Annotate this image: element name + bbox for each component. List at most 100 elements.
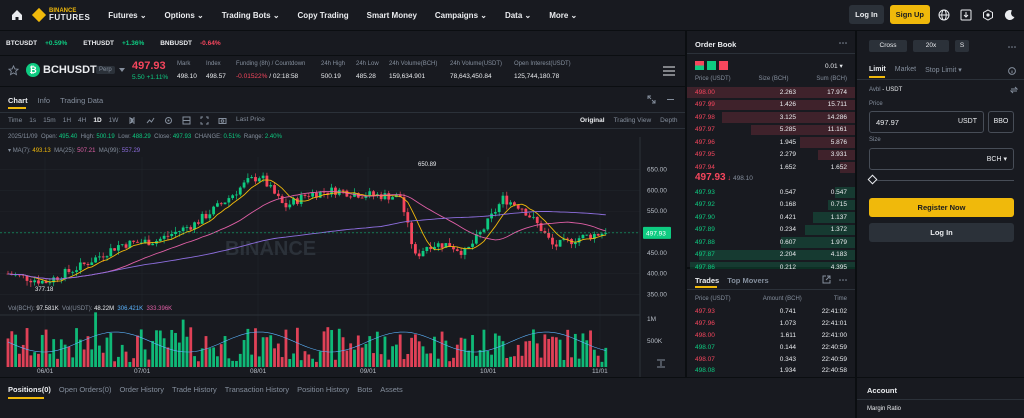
order-book-row[interactable]: 497.96 1.945 5.876 [687, 136, 855, 149]
bottom-tab-tradehistory[interactable]: Trade History [172, 385, 217, 394]
order-book-row[interactable]: 497.88 0.607 1.979 [687, 236, 855, 249]
bottom-tab-assets[interactable]: Assets [380, 385, 403, 394]
globe-icon[interactable] [936, 7, 952, 23]
bids-view-icon[interactable] [707, 61, 716, 70]
asks-view-icon[interactable] [719, 61, 728, 70]
more-icon[interactable] [666, 95, 675, 104]
star-icon[interactable] [8, 65, 19, 76]
position-mode-button[interactable]: S [955, 40, 969, 52]
margin-mode-button[interactable]: Cross [869, 40, 907, 52]
more-icon[interactable] [839, 41, 847, 45]
order-book-row[interactable]: 497.92 0.168 0.715 [687, 199, 855, 212]
nav-item-smart-money[interactable]: Smart Money [366, 10, 417, 20]
chart-tab-trading-data[interactable]: Trading Data [60, 96, 104, 105]
candlestick-chart[interactable]: 650.00600.00550.00500.00450.00400.00350.… [0, 137, 685, 377]
info-icon[interactable] [1008, 67, 1016, 75]
order-book-row[interactable]: 497.86 0.212 4.395 [687, 261, 855, 274]
nav-item-options[interactable]: Options ⌄ [164, 10, 204, 20]
candle-body [509, 202, 513, 205]
both-view-icon[interactable] [695, 61, 704, 70]
order-book-row[interactable]: 497.87 2.204 4.183 [687, 249, 855, 262]
order-type-market[interactable]: Market [894, 66, 917, 73]
nav-item-more[interactable]: More ⌄ [549, 10, 578, 20]
size-slider[interactable] [867, 174, 1014, 185]
order-book-row[interactable]: 497.90 0.421 1.137 [687, 211, 855, 224]
transfer-icon[interactable] [1010, 86, 1018, 94]
interval-15m[interactable]: 15m [43, 117, 56, 124]
home-icon[interactable] [10, 8, 24, 22]
binance-futures-logo[interactable]: BINANCE FUTURES [31, 7, 90, 23]
layout-icon[interactable] [182, 116, 191, 125]
settings-icon[interactable] [980, 7, 996, 23]
leverage-button[interactable]: 20x [913, 40, 949, 52]
interval-4h[interactable]: 4H [78, 117, 87, 124]
ticker-item[interactable]: ETHUSDT +1.36% [83, 40, 152, 47]
slider-handle[interactable] [867, 174, 878, 185]
bottom-tab-bots[interactable]: Bots [357, 385, 373, 394]
signup-button[interactable]: Sign Up [889, 5, 930, 24]
candle-type-icon[interactable] [128, 116, 137, 125]
trades-tab-top-movers[interactable]: Top Movers [727, 276, 769, 285]
order-type-limit[interactable]: Limit [869, 66, 886, 73]
menu-icon[interactable] [663, 66, 675, 76]
order-type-stop-limit[interactable]: Stop Limit ▾ [925, 67, 962, 74]
nav-item-copy-trading[interactable]: Copy Trading [297, 10, 349, 20]
interval-1s[interactable]: 1s [29, 117, 37, 124]
chart-tab-chart[interactable]: Chart [8, 96, 28, 105]
interval-1w[interactable]: 1W [108, 117, 119, 124]
interval-time[interactable]: Time [8, 117, 23, 124]
order-book-row[interactable]: 497.95 2.279 3.931 [687, 149, 855, 162]
nav-item-trading-bots[interactable]: Trading Bots ⌄ [221, 10, 280, 20]
login-button-order[interactable]: Log In [869, 223, 1014, 242]
chevron-down-icon[interactable] [119, 68, 125, 72]
price-type-select[interactable]: Last Price [236, 116, 265, 123]
bottom-tab-openorders[interactable]: Open Orders(0) [58, 385, 112, 394]
bottom-tab-positions[interactable]: Positions(0) [8, 385, 51, 394]
order-book-row[interactable]: 498.00 2.263 17.974 [687, 86, 855, 99]
register-button[interactable]: Register Now [869, 198, 1014, 217]
bbo-button[interactable]: BBO [988, 111, 1014, 133]
volume-bar [52, 339, 56, 367]
popout-icon[interactable] [822, 275, 831, 284]
indicators-icon[interactable] [146, 116, 155, 125]
interval-1h[interactable]: 1H [62, 117, 72, 124]
view-depth[interactable]: Depth [660, 117, 678, 124]
tick-size-select[interactable]: 0.01 ▾ [825, 63, 843, 70]
chart-settings-icon[interactable] [164, 116, 173, 125]
size-input[interactable]: BCH ▾ [869, 148, 1014, 170]
download-icon[interactable] [958, 7, 974, 23]
more-icon[interactable] [839, 278, 847, 282]
view-trading-view[interactable]: Trading View [613, 117, 652, 124]
fullscreen-icon[interactable] [200, 116, 209, 125]
nav-item-campaigns[interactable]: Campaigns ⌄ [434, 10, 487, 20]
nav-item-futures[interactable]: Futures ⌄ [108, 10, 147, 20]
bottom-tab-positionhistory[interactable]: Position History [297, 385, 350, 394]
order-book-row[interactable]: 497.99 1.426 15.711 [687, 99, 855, 112]
order-book-row[interactable]: 497.93 0.547 0.547 [687, 186, 855, 199]
order-book-row[interactable]: 497.89 0.234 1.372 [687, 224, 855, 237]
chart-tab-info[interactable]: Info [37, 96, 51, 105]
trade-row: 498.00 1.611 22:41:00 [687, 330, 855, 342]
camera-icon[interactable] [218, 116, 227, 125]
price-input[interactable]: 497.97 USDT [869, 111, 984, 133]
bottom-tab-transactionhistory[interactable]: Transaction History [224, 385, 290, 394]
symbol-name[interactable]: BCHUSDT [43, 64, 97, 76]
order-book-row[interactable]: 497.98 3.125 14.286 [687, 111, 855, 124]
size-unit-select[interactable]: BCH ▾ [986, 156, 1007, 163]
candle-body [497, 204, 501, 213]
trades-tab-trades[interactable]: Trades [695, 276, 720, 285]
interval-1d[interactable]: 1D [93, 117, 102, 124]
order-book-row[interactable]: 497.97 5.285 11.161 [687, 124, 855, 137]
candle-body [166, 235, 170, 237]
expand-icon[interactable] [647, 95, 656, 104]
order-book-row[interactable]: 497.94 1.652 1.652 [687, 161, 855, 174]
view-original[interactable]: Original [580, 117, 605, 124]
theme-toggle-icon[interactable] [1002, 7, 1018, 23]
scale-icon[interactable] [657, 359, 665, 368]
ticker-item[interactable]: BTCUSDT +0.59% [6, 40, 75, 47]
more-icon[interactable] [1008, 45, 1016, 49]
nav-item-data[interactable]: Data ⌄ [504, 10, 532, 20]
bottom-tab-orderhistory[interactable]: Order History [119, 385, 165, 394]
ticker-item[interactable]: BNBUSDT -0.64% [160, 40, 228, 47]
login-button[interactable]: Log In [849, 5, 884, 24]
